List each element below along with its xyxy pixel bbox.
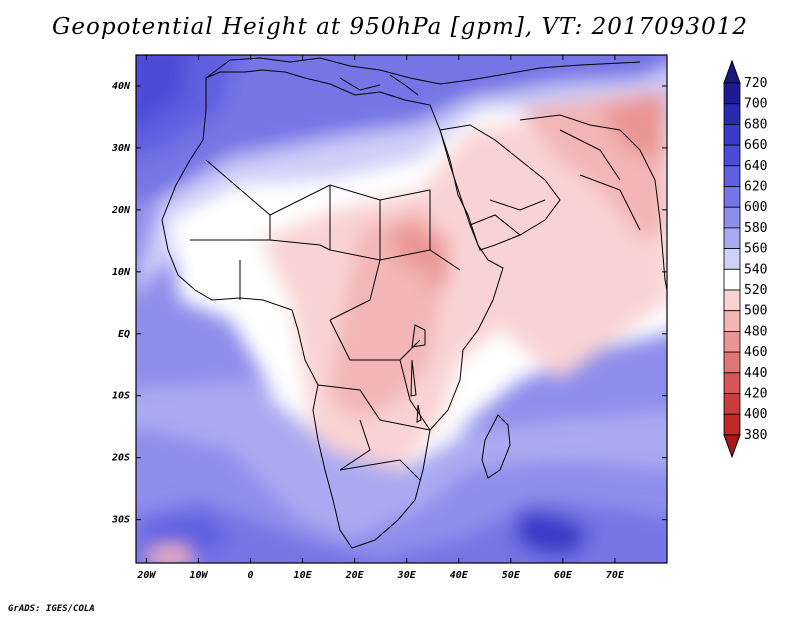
colorbar-swatch (723, 248, 741, 270)
colorbar-swatch (723, 393, 741, 415)
colorbar-swatch (723, 227, 741, 249)
colorbar-swatch (723, 186, 741, 208)
madagascar-coastline (481, 414, 511, 479)
height-field (136, 55, 667, 563)
colorbar-label: 720 (744, 76, 767, 91)
colorbar-swatch (723, 103, 741, 125)
colorbar-swatch (723, 144, 741, 167)
arabia-coastline (439, 124, 561, 251)
x-tick-label: 30E (397, 570, 417, 581)
x-tick-label: 10E (294, 570, 313, 581)
y-tick-label: 30S (111, 515, 130, 526)
colorbar-label: 460 (744, 345, 767, 360)
colorbar-label: 700 (744, 97, 767, 112)
plot-frame (135, 54, 668, 564)
colorbar-label: 520 (744, 283, 767, 298)
y-tick-label: 10N (112, 267, 131, 278)
grads-footer: GrADS: IGES/COLA (8, 604, 95, 614)
colorbar-label: 660 (744, 138, 767, 153)
colorbar: 720 700 680 660 640 620 600 580 560 540 520 500 480 4… (723, 59, 767, 459)
colorbar-label: 380 (744, 428, 767, 443)
africa-coastline (161, 69, 504, 549)
colorbar-label: 680 (744, 117, 767, 132)
colorbar-swatch (723, 330, 741, 353)
colorbar-label: 640 (744, 159, 767, 174)
colorbar-label: 500 (744, 304, 767, 319)
x-tick-label: 50E (502, 570, 521, 581)
colorbar-swatch (723, 289, 741, 312)
map-title: Geopotential Height at 950hPa [gpm], VT:… (52, 14, 748, 40)
asia-coastline (519, 114, 667, 291)
colorbar-label: 560 (744, 242, 767, 257)
colorbar-label: 540 (744, 262, 767, 277)
colorbar-swatch (723, 82, 741, 105)
colorbar-swatch (723, 124, 741, 146)
x-tick-label: 40E (450, 570, 469, 581)
coastlines (161, 57, 667, 549)
x-tick-label: 0 (248, 570, 254, 581)
colorbar-label: 440 (744, 366, 767, 381)
x-tick-label: 20W (136, 570, 156, 581)
colorbar-label: 400 (744, 407, 767, 422)
x-tick-label: 70E (606, 570, 625, 581)
x-axis: 20W 10W 0 10E 20E 30E 40E 50E 60E 70E (136, 55, 625, 581)
y-tick-label: EQ (118, 329, 130, 340)
colorbar-bottom-arrow (723, 434, 741, 459)
colorbar-label: 580 (744, 221, 767, 236)
colorbar-top-arrow (723, 59, 741, 84)
colorbar-swatch (723, 268, 741, 291)
x-tick-label: 20E (345, 570, 365, 581)
colorbar-label: 620 (744, 180, 767, 195)
colorbar-swatch (723, 165, 741, 187)
y-tick-label: 40N (112, 81, 131, 92)
colorbar-swatch (723, 206, 741, 229)
y-tick-label: 20S (111, 453, 130, 464)
europe-coastline (205, 57, 641, 85)
x-tick-label: 60E (554, 570, 573, 581)
colorbar-label: 600 (744, 200, 767, 215)
x-tick-label: 10W (189, 570, 208, 581)
colorbar-swatch (723, 372, 741, 394)
y-tick-label: 10S (112, 391, 130, 402)
y-tick-label: 20N (111, 205, 131, 216)
colorbar-label: 480 (744, 324, 767, 339)
colorbar-swatch (723, 413, 741, 436)
colorbar-swatch (723, 310, 741, 332)
y-tick-label: 30N (111, 143, 131, 154)
colorbar-label: 420 (744, 387, 767, 402)
y-axis: 40N 30N 20N 10N EQ 10S 20S 30S (111, 81, 667, 526)
colorbar-swatch (723, 351, 741, 374)
